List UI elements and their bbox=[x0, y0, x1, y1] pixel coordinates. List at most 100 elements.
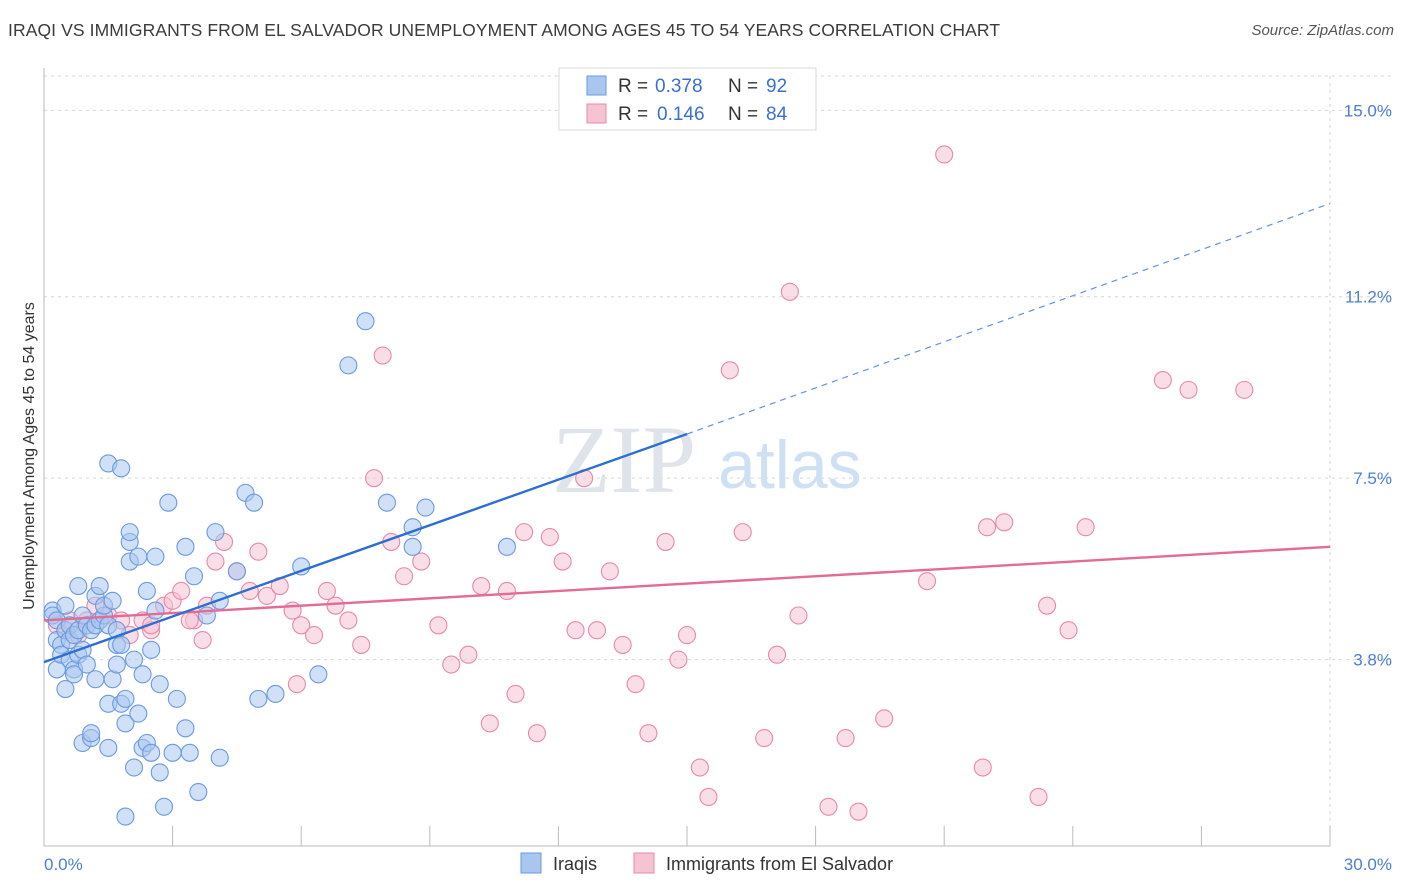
salvador-point bbox=[755, 729, 774, 748]
salvador-point bbox=[317, 581, 336, 601]
legend-n-label-2: N = bbox=[728, 104, 758, 125]
salvador-point bbox=[527, 724, 547, 743]
axes bbox=[43, 68, 1331, 847]
salvador-point bbox=[206, 552, 225, 571]
salvador-point bbox=[412, 552, 431, 571]
y-tick-label: 15.0% bbox=[1344, 101, 1392, 120]
iraqis-point bbox=[176, 719, 195, 738]
salvador-point bbox=[249, 542, 268, 561]
y-tick-label: 3.8% bbox=[1353, 651, 1392, 670]
iraqis-point bbox=[356, 312, 375, 331]
iraqis-point bbox=[137, 581, 156, 601]
iraqis-point bbox=[120, 523, 139, 542]
salvador-point bbox=[180, 611, 199, 630]
iraqis-point bbox=[142, 743, 161, 762]
iraqis-point bbox=[142, 640, 161, 659]
salvador-point bbox=[305, 626, 324, 645]
salvador-point bbox=[172, 581, 191, 601]
iraqis-point bbox=[180, 743, 199, 762]
salvador-point bbox=[1076, 518, 1095, 537]
salvador-point bbox=[506, 684, 525, 704]
iraqis-point bbox=[112, 459, 131, 478]
iraqis-point bbox=[129, 547, 148, 566]
salvador-point bbox=[690, 758, 709, 777]
legend-r-value-1: 0.378 bbox=[655, 76, 703, 97]
iraqis-point bbox=[90, 577, 109, 596]
iraqis-point bbox=[163, 743, 182, 762]
salvador-point bbox=[613, 635, 632, 654]
iraqis-point bbox=[64, 665, 84, 684]
salvador-point bbox=[373, 346, 392, 365]
salvador-point bbox=[515, 523, 534, 542]
iraqis-point bbox=[227, 562, 246, 581]
iraqis-point bbox=[206, 523, 225, 542]
bottom-legend: Iraqis Immigrants from El Salvador bbox=[520, 852, 893, 874]
salvador-point bbox=[935, 145, 954, 164]
salvador-point bbox=[442, 655, 461, 674]
iraqis-point bbox=[107, 655, 126, 674]
salvador-point bbox=[789, 606, 808, 625]
iraqis-point bbox=[150, 763, 169, 782]
iraqis-point bbox=[103, 591, 122, 610]
iraqis-point bbox=[497, 537, 517, 556]
bottom-legend-swatch-salvador bbox=[633, 852, 655, 874]
legend-r-label-2: R = bbox=[618, 104, 648, 125]
iraqis-point bbox=[124, 650, 144, 669]
legend-r-value-2: 0.146 bbox=[657, 104, 705, 125]
chart-title: IRAQI VS IMMIGRANTS FROM EL SALVADOR UNE… bbox=[8, 20, 1001, 40]
salvador-point bbox=[480, 714, 499, 733]
salvador-point bbox=[875, 709, 894, 728]
legend-swatch-iraqis bbox=[586, 75, 607, 96]
salvador-point bbox=[626, 675, 645, 694]
iraqis-point bbox=[133, 665, 152, 684]
legend-n-value-1: 92 bbox=[766, 76, 787, 97]
iraqis-point bbox=[69, 577, 88, 596]
salvador-point bbox=[326, 596, 345, 615]
salvador-point bbox=[720, 361, 739, 380]
iraqis-point bbox=[56, 596, 75, 615]
salvador-point bbox=[287, 675, 306, 694]
salvador-point bbox=[472, 577, 491, 596]
legend-n-label-1: N = bbox=[728, 76, 758, 97]
iraqis-point bbox=[176, 537, 195, 556]
salvador-point bbox=[677, 626, 697, 645]
salvador-point bbox=[587, 621, 607, 640]
iraqis-point bbox=[403, 537, 422, 556]
iraqis-point bbox=[244, 493, 264, 512]
salvador-point bbox=[767, 645, 787, 664]
source-credit: Source: ZipAtlas.com bbox=[1251, 22, 1394, 39]
iraqis-trend-extension bbox=[686, 202, 1331, 435]
bottom-legend-salvador: Immigrants from El Salvador bbox=[666, 854, 893, 874]
iraqis-point bbox=[339, 356, 358, 375]
salvador-point bbox=[193, 630, 212, 650]
salvador-point bbox=[1235, 380, 1254, 399]
iraqis-point bbox=[129, 704, 148, 723]
salvador-point bbox=[1179, 380, 1198, 399]
salvador-point bbox=[352, 635, 371, 654]
iraqis-point bbox=[159, 493, 178, 512]
salvador-point bbox=[699, 787, 718, 807]
salvador-point bbox=[1029, 787, 1048, 807]
iraqis-point bbox=[86, 670, 105, 689]
iraqis-point bbox=[309, 665, 328, 684]
iraqis-point bbox=[124, 758, 144, 777]
salvador-point bbox=[978, 518, 997, 537]
salvador-point bbox=[339, 611, 358, 630]
iraqis-point bbox=[377, 493, 396, 512]
salvador-point bbox=[459, 645, 478, 664]
watermark-zip: ZIP bbox=[552, 406, 696, 513]
watermark: ZIP atlas bbox=[552, 406, 862, 513]
y-tick-label: 11.2% bbox=[1345, 288, 1392, 307]
iraqis-point bbox=[116, 689, 135, 708]
salvador-point bbox=[1038, 596, 1057, 615]
iraqis-point bbox=[167, 689, 186, 708]
salvador-point bbox=[395, 567, 414, 586]
salvador-point bbox=[429, 616, 448, 635]
salvador-point bbox=[849, 802, 868, 821]
iraqis-point bbox=[416, 498, 435, 517]
iraqis-point bbox=[56, 680, 75, 699]
salvador-point bbox=[257, 586, 276, 605]
salvador-point bbox=[995, 513, 1014, 532]
salvador-point bbox=[669, 650, 688, 669]
iraqis-point bbox=[266, 684, 285, 704]
